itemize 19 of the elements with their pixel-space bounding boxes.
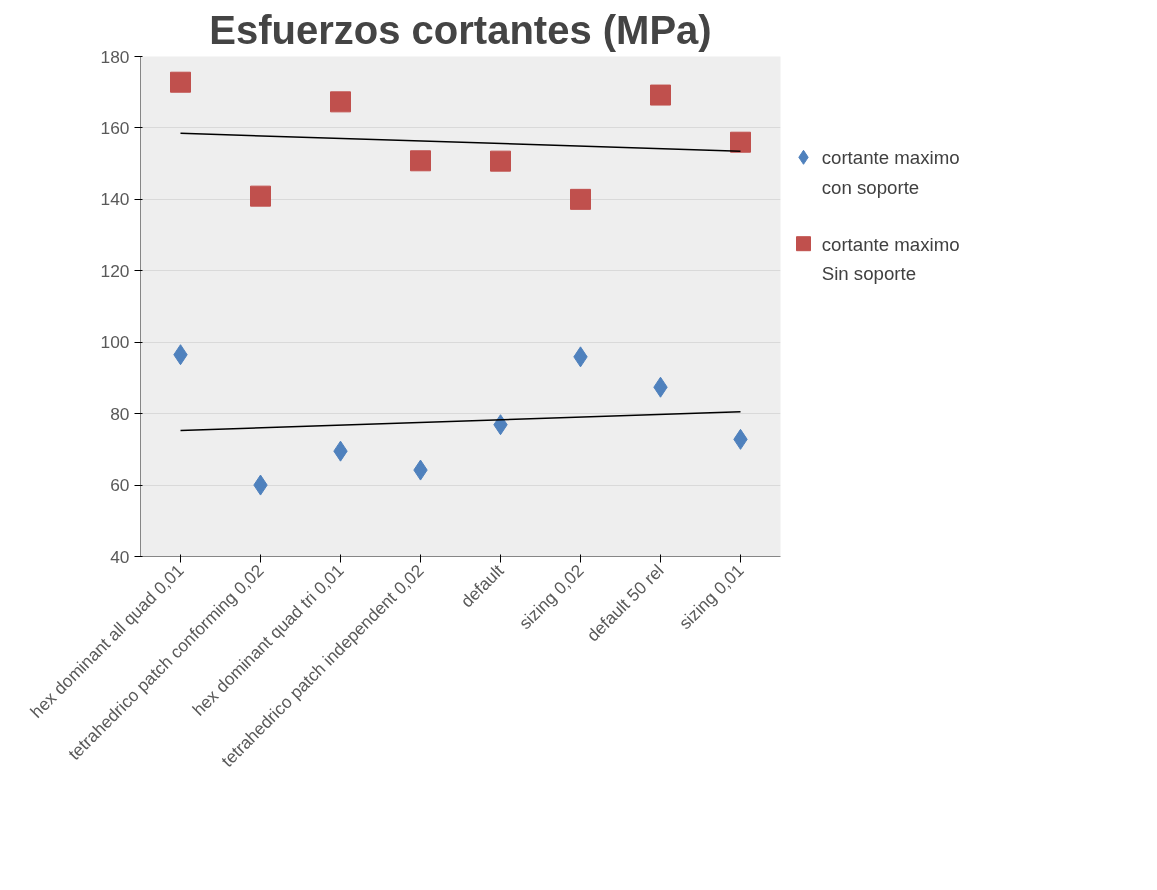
point: [570, 188, 591, 210]
y-tick-label: 120: [100, 260, 130, 281]
y-tick-label: 60: [110, 475, 130, 496]
y-tick-label: 160: [100, 117, 130, 138]
point: [250, 185, 271, 207]
y-tick-label: 140: [100, 189, 130, 210]
y-tick-label: 100: [100, 332, 130, 353]
y-tick-label: 80: [110, 403, 130, 424]
chart-title: Esfuerzos cortantes (MPa): [209, 7, 712, 52]
legend-label: cortante maximo Sin soporte: [821, 233, 960, 285]
legend-label: cortante maximo con soporte: [821, 147, 960, 198]
point: [490, 150, 511, 172]
point: [730, 131, 751, 153]
point: [170, 71, 191, 93]
point: [330, 91, 351, 113]
point: [410, 150, 431, 172]
point: [650, 84, 671, 106]
y-tick-label: 40: [110, 546, 130, 567]
y-tick-label: 180: [100, 46, 130, 67]
